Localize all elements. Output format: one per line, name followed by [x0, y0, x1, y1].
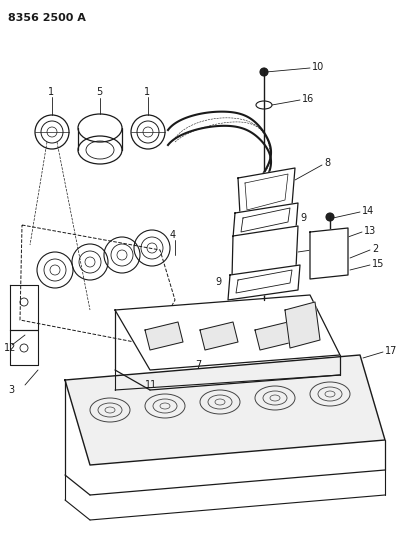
Text: 9: 9 — [299, 213, 306, 223]
Text: 6: 6 — [326, 242, 332, 252]
Text: 14: 14 — [361, 206, 373, 216]
Polygon shape — [232, 203, 297, 238]
Polygon shape — [65, 355, 384, 465]
Ellipse shape — [259, 68, 267, 76]
Text: 13: 13 — [363, 226, 375, 236]
Text: 3: 3 — [8, 385, 14, 395]
Text: 5: 5 — [96, 87, 102, 97]
Polygon shape — [254, 322, 292, 350]
Ellipse shape — [325, 213, 333, 221]
Text: 10: 10 — [311, 62, 324, 72]
Polygon shape — [200, 322, 237, 350]
Polygon shape — [231, 226, 297, 278]
Polygon shape — [227, 265, 299, 300]
Text: 17: 17 — [384, 346, 396, 356]
Text: 15: 15 — [371, 259, 384, 269]
Text: 7: 7 — [195, 360, 201, 370]
Text: 4: 4 — [170, 230, 176, 240]
Text: 2: 2 — [371, 244, 378, 254]
Text: 9: 9 — [214, 277, 220, 287]
Text: 8356 2500 A: 8356 2500 A — [8, 13, 85, 23]
Text: 16: 16 — [301, 94, 313, 104]
Text: 1: 1 — [144, 87, 150, 97]
Polygon shape — [284, 302, 319, 348]
Polygon shape — [145, 322, 182, 350]
Polygon shape — [115, 295, 339, 370]
Text: 12: 12 — [4, 343, 16, 353]
Polygon shape — [237, 168, 294, 215]
Text: 1: 1 — [48, 87, 54, 97]
Text: 8: 8 — [323, 158, 329, 168]
Text: 11: 11 — [145, 380, 157, 390]
Polygon shape — [309, 228, 347, 279]
